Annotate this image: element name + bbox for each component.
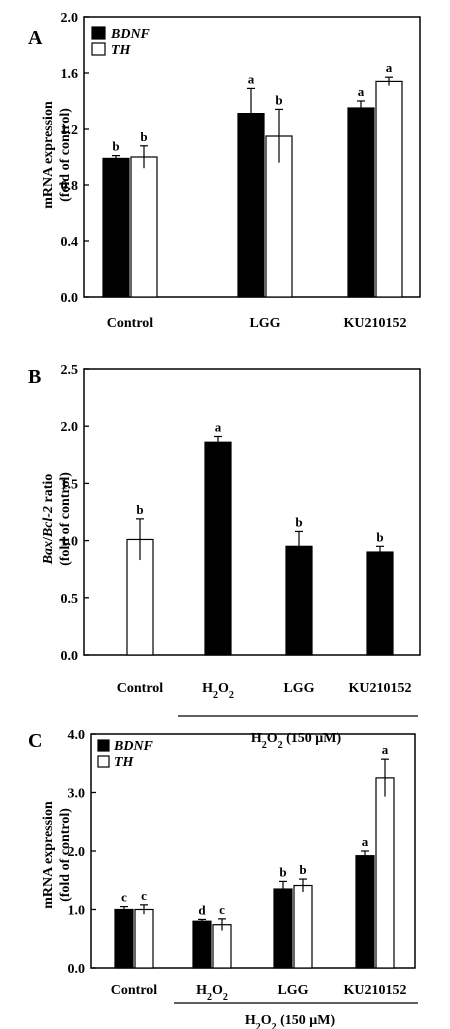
legend-swatch [91, 26, 106, 40]
bar [347, 107, 375, 298]
bar [273, 888, 293, 969]
x-category-label: Control [117, 681, 164, 696]
y-tick-label: 0.5 [61, 592, 79, 607]
bar [265, 135, 293, 298]
bar [204, 441, 232, 656]
y-tick-label: 1.0 [61, 535, 79, 550]
y-tick-label: 0.8 [61, 179, 79, 194]
panel-b-ylabel-line1: Bax/Bcl-2 ratio [41, 474, 56, 566]
y-tick-label: 3.0 [68, 787, 86, 802]
bar [237, 112, 265, 298]
panel-c-ylabel-line1: mRNA expression [41, 801, 56, 909]
bar [192, 920, 212, 969]
significance-letter: c [141, 888, 147, 903]
legend-label: TH [111, 43, 132, 58]
y-tick-label: 1.6 [61, 67, 79, 82]
legend-swatch [91, 42, 106, 56]
y-tick-label: 0.0 [61, 649, 79, 664]
panel-b-letter: B [28, 366, 41, 388]
y-tick-label: 1.5 [61, 477, 79, 492]
y-tick-label: 2.0 [61, 420, 79, 435]
plot-frame [83, 368, 421, 656]
y-tick-label: 2.0 [68, 845, 86, 860]
panel-b-ylabel-line2: (fold of control) [58, 472, 73, 566]
legend-swatch [97, 739, 110, 752]
significance-letter: b [136, 502, 143, 517]
y-tick-label: 0.0 [61, 291, 79, 306]
significance-letter: b [295, 514, 302, 529]
significance-letter: d [198, 902, 206, 917]
y-tick-label: 4.0 [68, 728, 86, 743]
bar [355, 855, 375, 969]
panel-c-chart: C mRNA expression (fold of control) 0.0 1… [28, 728, 418, 1029]
x-category-label: H2O2 [202, 681, 234, 701]
bar [102, 157, 130, 298]
group-label: H2O2 (150 μM) [245, 1013, 336, 1029]
x-category-label: Control [107, 316, 154, 331]
y-tick-label: 2.5 [61, 363, 79, 378]
legend-label: BDNF [113, 739, 154, 754]
x-category-label: KU210152 [344, 316, 407, 331]
significance-letter: c [219, 902, 225, 917]
panel-c-letter: C [28, 730, 42, 752]
significance-letter: b [140, 129, 147, 144]
bar [366, 551, 394, 656]
bar [114, 908, 134, 969]
x-category-label: LGG [249, 316, 280, 331]
significance-letter: a [358, 84, 365, 99]
y-tick-label: 0.4 [61, 235, 79, 250]
y-tick-label: 2.0 [61, 11, 79, 26]
x-category-label: LGG [277, 983, 308, 998]
panel-b-chart: B Bax/Bcl-2 ratio (fold of control) 0.0 0… [28, 363, 421, 751]
significance-letter: b [275, 92, 282, 107]
panel-c-ylabel-line2: (fold of control) [58, 808, 73, 902]
significance-letter: c [121, 890, 127, 905]
significance-letter: b [376, 529, 383, 544]
bar [375, 80, 403, 298]
bar [134, 908, 154, 969]
x-category-label: LGG [283, 681, 314, 696]
x-category-label: Control [111, 983, 158, 998]
bar [375, 777, 395, 969]
significance-letter: a [382, 742, 389, 757]
y-tick-label: 1.0 [68, 904, 86, 919]
x-category-label: KU210152 [349, 681, 412, 696]
bar [293, 884, 313, 969]
significance-letter: a [362, 834, 369, 849]
bar [285, 545, 313, 656]
y-tick-label: 1.2 [61, 123, 79, 138]
significance-letter: b [299, 862, 306, 877]
bar [130, 156, 158, 298]
panel-a-ylabel-line1: mRNA expression [41, 101, 56, 209]
significance-letter: a [248, 71, 255, 86]
legend-label: TH [114, 755, 135, 770]
panel-a-ylabel-line2: (fold of control) [58, 108, 73, 202]
significance-letter: a [386, 60, 393, 75]
significance-letter: b [112, 139, 119, 154]
significance-letter: a [215, 419, 222, 434]
x-category-label: KU210152 [344, 983, 407, 998]
legend-label: BDNF [110, 27, 151, 42]
bar [212, 924, 232, 969]
significance-letter: b [279, 864, 286, 879]
panel-a-chart: A mRNA expression (fold of control) 0.0 0… [28, 11, 421, 331]
legend-swatch [97, 755, 110, 768]
panel-a-letter: A [28, 27, 43, 49]
x-category-label: H2O2 [196, 983, 228, 1003]
y-tick-label: 0.0 [68, 962, 86, 977]
